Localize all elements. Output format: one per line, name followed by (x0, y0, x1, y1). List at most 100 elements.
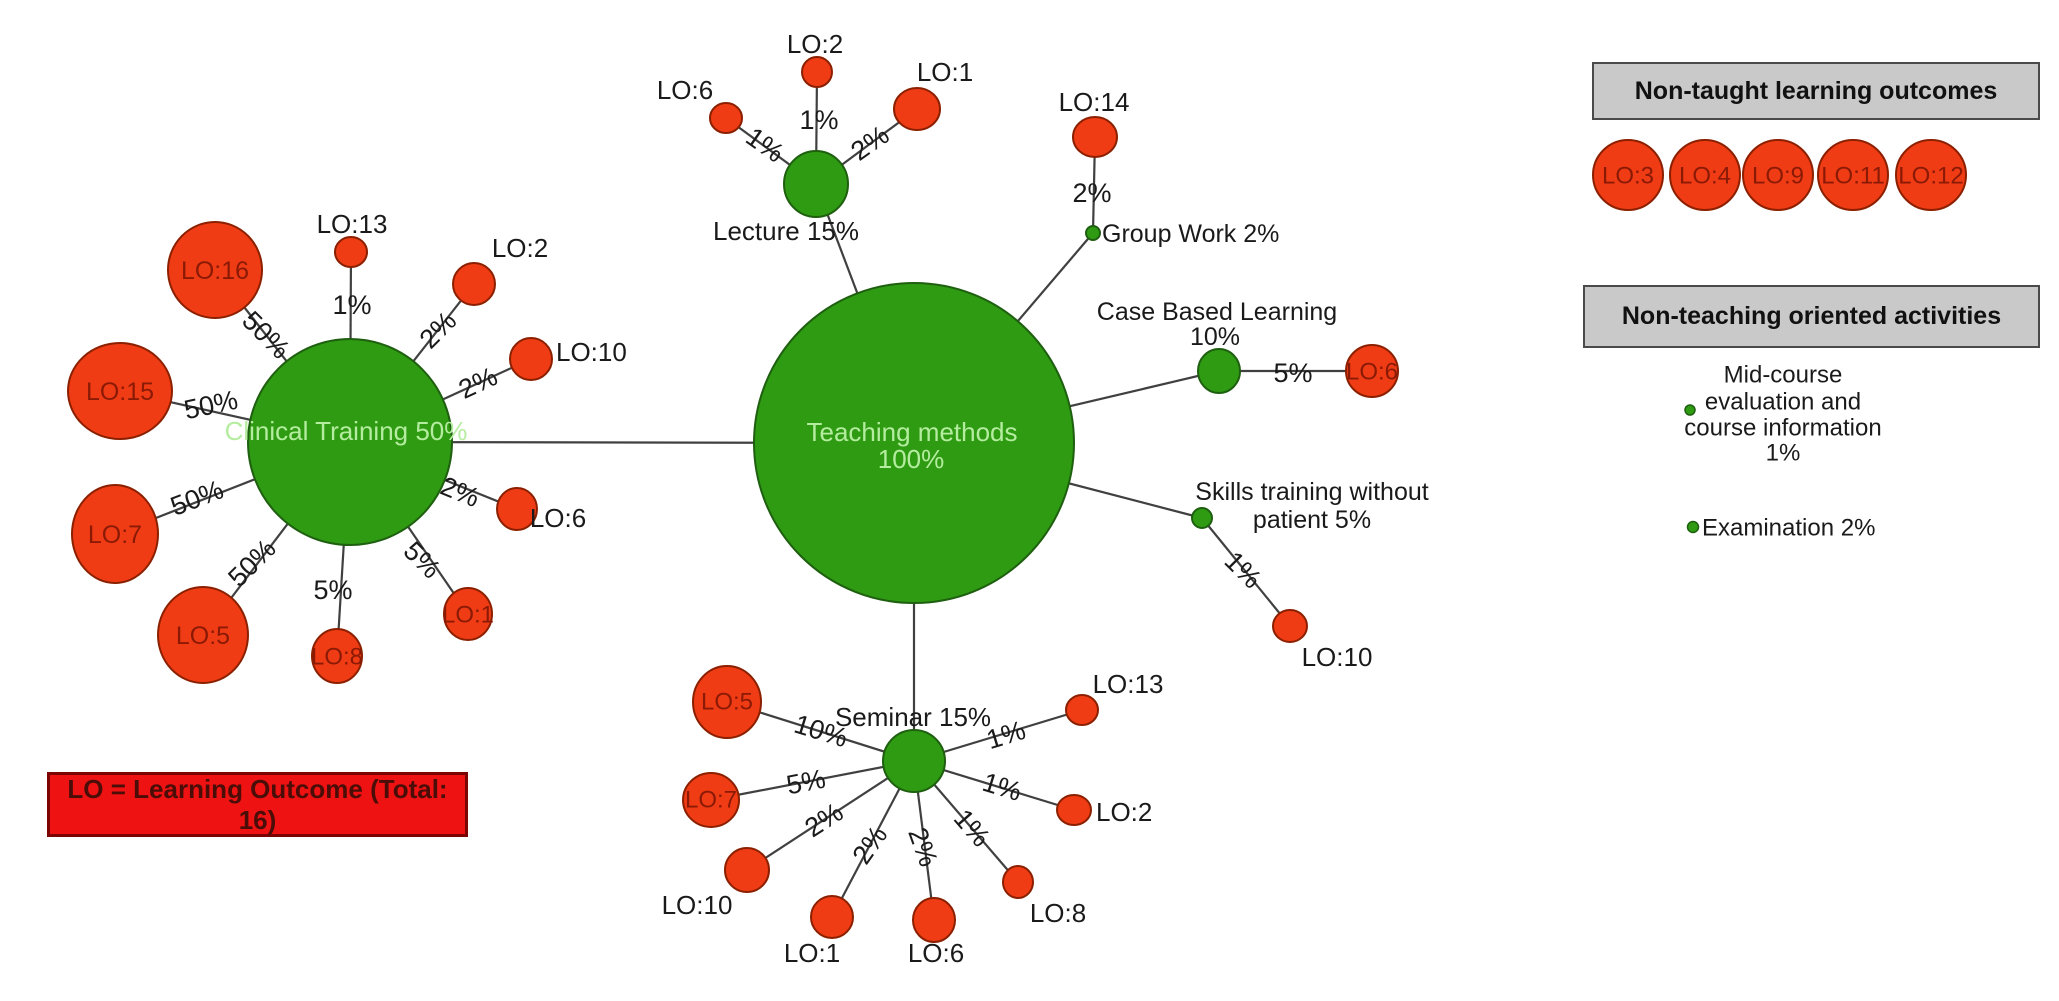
skills-label-line1: Skills training without (1195, 478, 1428, 506)
node-l_lo6 (709, 102, 743, 134)
node-se_lo13 (1065, 694, 1099, 726)
node-se_lo2 (1056, 794, 1092, 826)
node-se_lo10 (724, 847, 770, 893)
edge-label-clinical-c_lo8: 5% (313, 575, 352, 605)
teaching-line1: Teaching methods (806, 417, 1017, 447)
edge-label-seminar-se_lo10: 2% (799, 797, 848, 843)
node-l_lo2 (801, 56, 833, 88)
lecture-label: Lecture 15% (713, 216, 859, 246)
se-lo5-label: LO:5 (701, 689, 753, 716)
legend-text-mid-course-2: course information (1684, 415, 1881, 442)
edge-label-case-cb_lo6: 5% (1273, 358, 1312, 388)
c-lo10-label: LO:10 (556, 337, 627, 367)
s-lo10-label: LO:10 (1302, 642, 1373, 672)
c-lo5-label: LO:5 (176, 622, 230, 650)
c-lo6-label: LO:6 (530, 503, 586, 533)
node-clinical (247, 338, 453, 546)
node-c_lo15 (67, 342, 173, 440)
node-se_lo6 (912, 897, 956, 943)
g-lo14-label: LO:14 (1059, 87, 1130, 117)
node-se_lo1 (810, 895, 854, 939)
se-lo8-label: LO:8 (1030, 898, 1086, 928)
l-lo1-label: LO:1 (917, 57, 973, 87)
cb-lo6-label: LO:6 (1346, 359, 1398, 386)
se-lo7-label: LO:7 (685, 787, 737, 814)
node-skills_dot (1191, 507, 1213, 529)
legend-circle-label-1: LO:4 (1679, 163, 1731, 190)
edge-label-seminar-se_lo7: 5% (784, 764, 828, 801)
legend-circle-label-2: LO:9 (1752, 163, 1804, 190)
skills-label-line2: patient 5% (1253, 506, 1371, 534)
node-g_lo14 (1072, 116, 1118, 158)
clinical-label: Clinical Training 50% (225, 416, 468, 446)
node-l_lo1 (893, 87, 941, 131)
edge-label-clinical-c_lo2: 2% (414, 306, 463, 355)
node-se_lo5 (692, 665, 762, 739)
legend-text-mid-course-0: Mid-course (1724, 362, 1843, 389)
seminar-label: Seminar 15% (835, 702, 991, 732)
node-se_lo8 (1002, 865, 1034, 899)
learning-outcome-note: LO = Learning Outcome (Total: 16) (47, 772, 468, 837)
legend-circle-lo11 (1817, 139, 1889, 211)
node-case (1197, 348, 1241, 394)
edge-label-seminar-se_lo1: 2% (847, 820, 894, 869)
edge-label-clinical-c_lo1: 5% (398, 536, 447, 585)
node-c_lo10 (509, 337, 553, 381)
c-lo7-label: LO:7 (88, 521, 142, 549)
se-lo13-label: LO:13 (1093, 669, 1164, 699)
case-label-line2: 10% (1190, 323, 1240, 351)
se-lo2-label: LO:2 (1096, 797, 1152, 827)
node-c_lo8 (311, 628, 363, 684)
node-c_lo13 (334, 236, 368, 268)
learning-outcome-note-text: LO = Learning Outcome (Total: 16) (67, 773, 448, 835)
c-lo8-label: LO:8 (311, 644, 363, 671)
case-label-line1: Case Based Learning (1097, 298, 1337, 326)
edge-label-clinical-c_lo16: 50% (236, 305, 295, 364)
legend-circle-lo12 (1895, 139, 1967, 211)
teaching-line2: 100% (878, 444, 945, 474)
node-c_lo5 (157, 586, 249, 684)
edge-label-clinical-c_lo10: 2% (454, 361, 502, 405)
c-lo2-label: LO:2 (492, 233, 548, 263)
legend-text-examination-0: Examination 2% (1702, 515, 1875, 542)
edge-label-lecture-l_lo6: 1% (740, 122, 789, 169)
edge-label-skills_dot-s_lo10: 1% (1219, 546, 1268, 595)
legend-circle-label-3: LO:11 (1821, 163, 1885, 190)
se-lo6-label: LO:6 (908, 938, 964, 968)
node-teaching (753, 282, 1075, 604)
node-c_lo16 (167, 221, 263, 319)
edge-skills_dot-s_lo10 (1201, 517, 1291, 627)
c-lo16-label: LO:16 (181, 257, 249, 285)
node-c_lo7 (71, 484, 159, 584)
legend-text-mid-course-3: 1% (1766, 440, 1801, 467)
legend-header-non-taught-title: Non-taught learning outcomes (1634, 76, 1998, 105)
legend-circle-lo4 (1669, 139, 1741, 211)
node-seminar (882, 729, 946, 793)
edge-seminar-se_lo7 (710, 759, 915, 802)
edge-label-seminar-se_lo6: 2% (902, 824, 944, 871)
legend-circle-label-0: LO:3 (1602, 163, 1654, 190)
legend-circle-label-4: LO:12 (1898, 163, 1963, 190)
l-lo2-label: LO:2 (787, 29, 843, 59)
node-se_lo7 (682, 772, 740, 828)
edge-label-lecture-l_lo2: 1% (799, 105, 838, 135)
legend-header-non-taught: Non-taught learning outcomes (1592, 62, 2040, 120)
node-c_lo1 (443, 587, 493, 641)
legend-circle-lo3 (1592, 139, 1664, 211)
c-lo1-label: LO:1 (442, 602, 494, 629)
node-c_lo6 (496, 487, 538, 531)
edge-label-clinical-c_lo7: 50% (166, 474, 227, 521)
node-groupwork_dot (1085, 225, 1101, 241)
edge-label-seminar-se_lo2: 1% (979, 767, 1025, 807)
edge-label-groupwork_dot-g_lo14: 2% (1072, 178, 1111, 208)
c-lo13-label: LO:13 (317, 209, 388, 239)
legend-dot-mid-course (1684, 404, 1696, 416)
edge-label-clinical-c_lo13: 1% (332, 290, 371, 320)
legend-header-non-teaching: Non-teaching oriented activities (1583, 285, 2040, 348)
edge-label-seminar-se_lo8: 1% (948, 803, 996, 852)
legend-text-mid-course-1: evaluation and (1705, 389, 1861, 416)
groupwork-label: Group Work 2% (1102, 220, 1279, 248)
node-s_lo10 (1272, 609, 1308, 643)
